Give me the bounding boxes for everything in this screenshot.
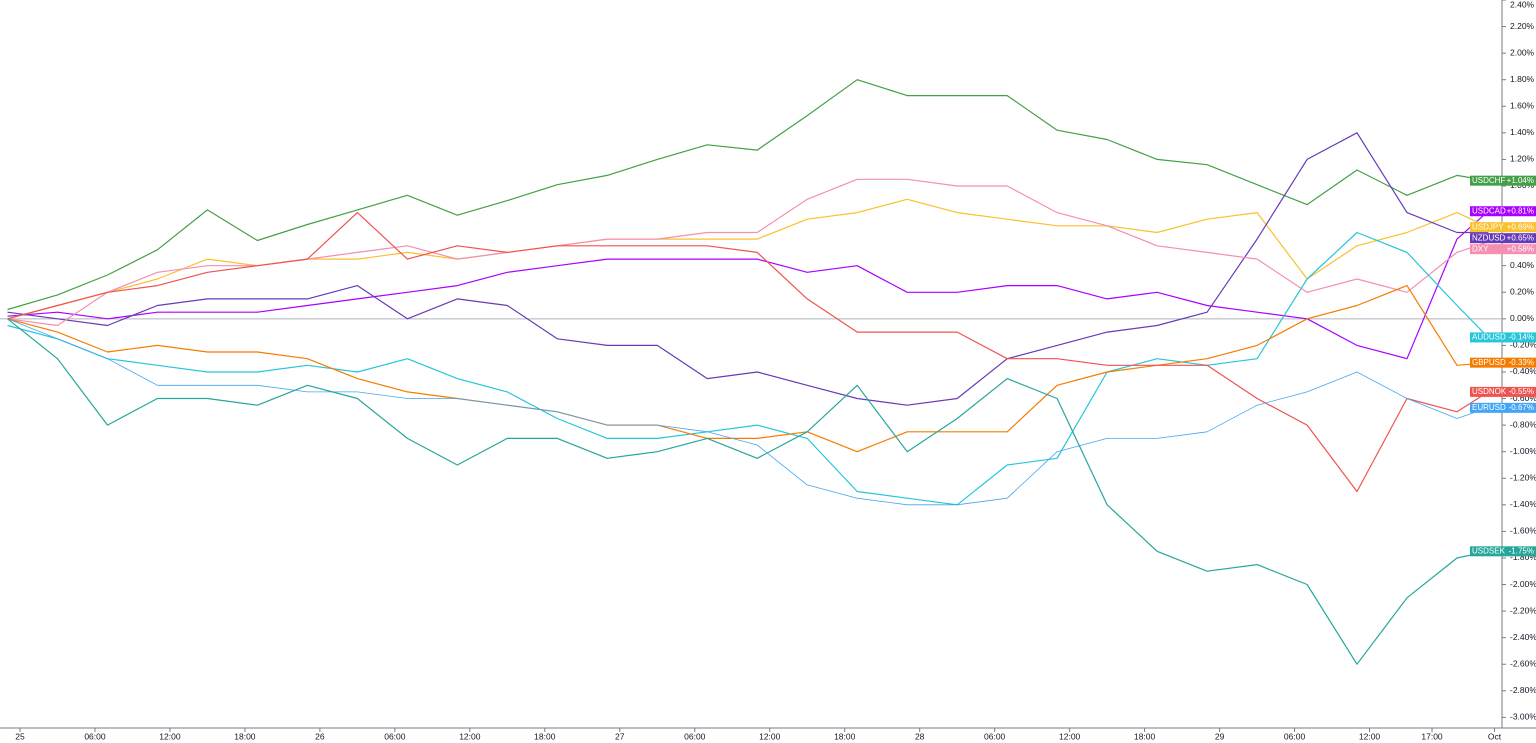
x-tick-label: 12:00 [159,731,181,741]
y-tick-label: 2.20% [1510,21,1535,31]
y-tick-label: -2.00% [1510,579,1536,589]
badge-value: +1.04% [1507,176,1534,185]
badge-value: -0.55% [1509,387,1534,396]
y-tick-label: -2.40% [1510,632,1536,642]
y-tick-label: 0.00% [1510,313,1535,323]
y-tick-label: 0.20% [1510,287,1535,297]
badge-bg [1470,357,1536,368]
x-tick-label: 06:00 [684,731,706,741]
badge-name: USDCAD [1472,206,1506,215]
end-badge: USDSEK -1.75% [1470,546,1536,557]
badge-value: -1.75% [1509,546,1534,555]
badge-value: -0.14% [1509,333,1534,342]
y-tick-label: 1.40% [1510,127,1535,137]
y-tick-label: -2.20% [1510,605,1536,615]
badge-name: DXY [1472,244,1489,253]
badge-value: +0.69% [1507,222,1534,231]
x-tick-label: 12:00 [1059,731,1081,741]
x-tick-label: 06:00 [84,731,106,741]
y-tick-label: -1.00% [1510,446,1536,456]
series-line [7,318,1489,665]
y-tick-label: -0.40% [1510,366,1536,376]
badge-bg [1470,386,1536,397]
y-tick-label: -1.20% [1510,472,1536,482]
end-badge: EURUSD -0.67% [1470,402,1536,413]
x-tick-label: 12:00 [759,731,781,741]
badge-value: +0.65% [1507,233,1534,242]
badge-bg [1470,244,1536,255]
x-tick-label: 18:00 [534,731,556,741]
x-tick-label: 28 [915,731,925,741]
series-line [7,210,1489,360]
end-badge: DXY +0.58% [1470,244,1536,255]
badge-bg [1470,546,1536,557]
x-tick-label: 18:00 [1134,731,1156,741]
badge-name: GBPUSD [1472,358,1506,367]
y-tick-label: -0.20% [1510,340,1536,350]
y-tick-label: 1.80% [1510,74,1535,84]
y-tick-label: -1.40% [1510,499,1536,509]
y-tick-label: -2.60% [1510,658,1536,668]
y-tick-label: -0.80% [1510,419,1536,429]
y-tick-label: 0.40% [1510,260,1535,270]
series-line [7,79,1489,311]
series-line [7,318,1489,506]
y-tick-label: -0.60% [1510,393,1536,403]
y-tick-label: 1.20% [1510,154,1535,164]
end-badge: GBPUSD -0.33% [1470,357,1536,368]
badge-name: USDSEK [1472,546,1506,555]
x-tick-label: 25 [15,731,25,741]
series-line [7,285,1489,453]
badge-bg [1470,402,1536,413]
x-tick-label: 12:00 [459,731,481,741]
y-tick-label: -1.60% [1510,526,1536,536]
badge-value: -0.33% [1509,358,1534,367]
badge-name: USDNOK [1472,387,1507,396]
x-tick-label: 27 [615,731,625,741]
y-tick-label: 2.00% [1510,47,1535,57]
badge-bg [1470,222,1536,233]
badge-bg [1470,233,1536,244]
badge-value: -0.67% [1509,403,1534,412]
end-badge: USDCHF +1.04% [1470,175,1536,186]
badge-name: USDJPY [1472,222,1504,231]
x-tick-label: 17:00 [1421,731,1443,741]
end-badge: NZDUSD +0.65% [1470,233,1536,244]
y-tick-label: -3.00% [1510,712,1536,722]
x-tick-label: 18:00 [234,731,256,741]
y-tick-label: 1.60% [1510,101,1535,111]
badge-name: USDCHF [1472,176,1505,185]
x-tick-label: 26 [315,731,325,741]
y-tick-label: 2.40% [1510,0,1535,9]
badge-name: EURUSD [1472,403,1506,412]
end-badge: USDJPY +0.69% [1470,222,1536,233]
series-line [7,212,1489,493]
series-line [7,231,1489,506]
x-tick-label: 29 [1215,731,1225,741]
end-badge: USDCAD +0.81% [1470,206,1536,217]
end-badge: AUDUSD -0.14% [1470,332,1536,343]
x-tick-label: 06:00 [984,731,1006,741]
x-tick-label: Oct [1488,731,1502,741]
series-line [7,132,1489,406]
badge-name: NZDUSD [1472,233,1506,242]
badge-value: +0.81% [1507,206,1534,215]
badge-name: AUDUSD [1472,333,1506,342]
end-badge: USDNOK -0.55% [1470,386,1536,397]
y-tick-label: -2.80% [1510,685,1536,695]
badge-value: +0.58% [1507,244,1534,253]
y-tick-label: -1.80% [1510,552,1536,562]
badge-bg [1470,175,1536,186]
x-tick-label: 06:00 [384,731,406,741]
badge-bg [1470,206,1536,217]
badge-bg [1470,332,1536,343]
x-tick-label: 12:00 [1359,731,1381,741]
x-tick-label: 18:00 [834,731,856,741]
x-tick-label: 06:00 [1284,731,1306,741]
